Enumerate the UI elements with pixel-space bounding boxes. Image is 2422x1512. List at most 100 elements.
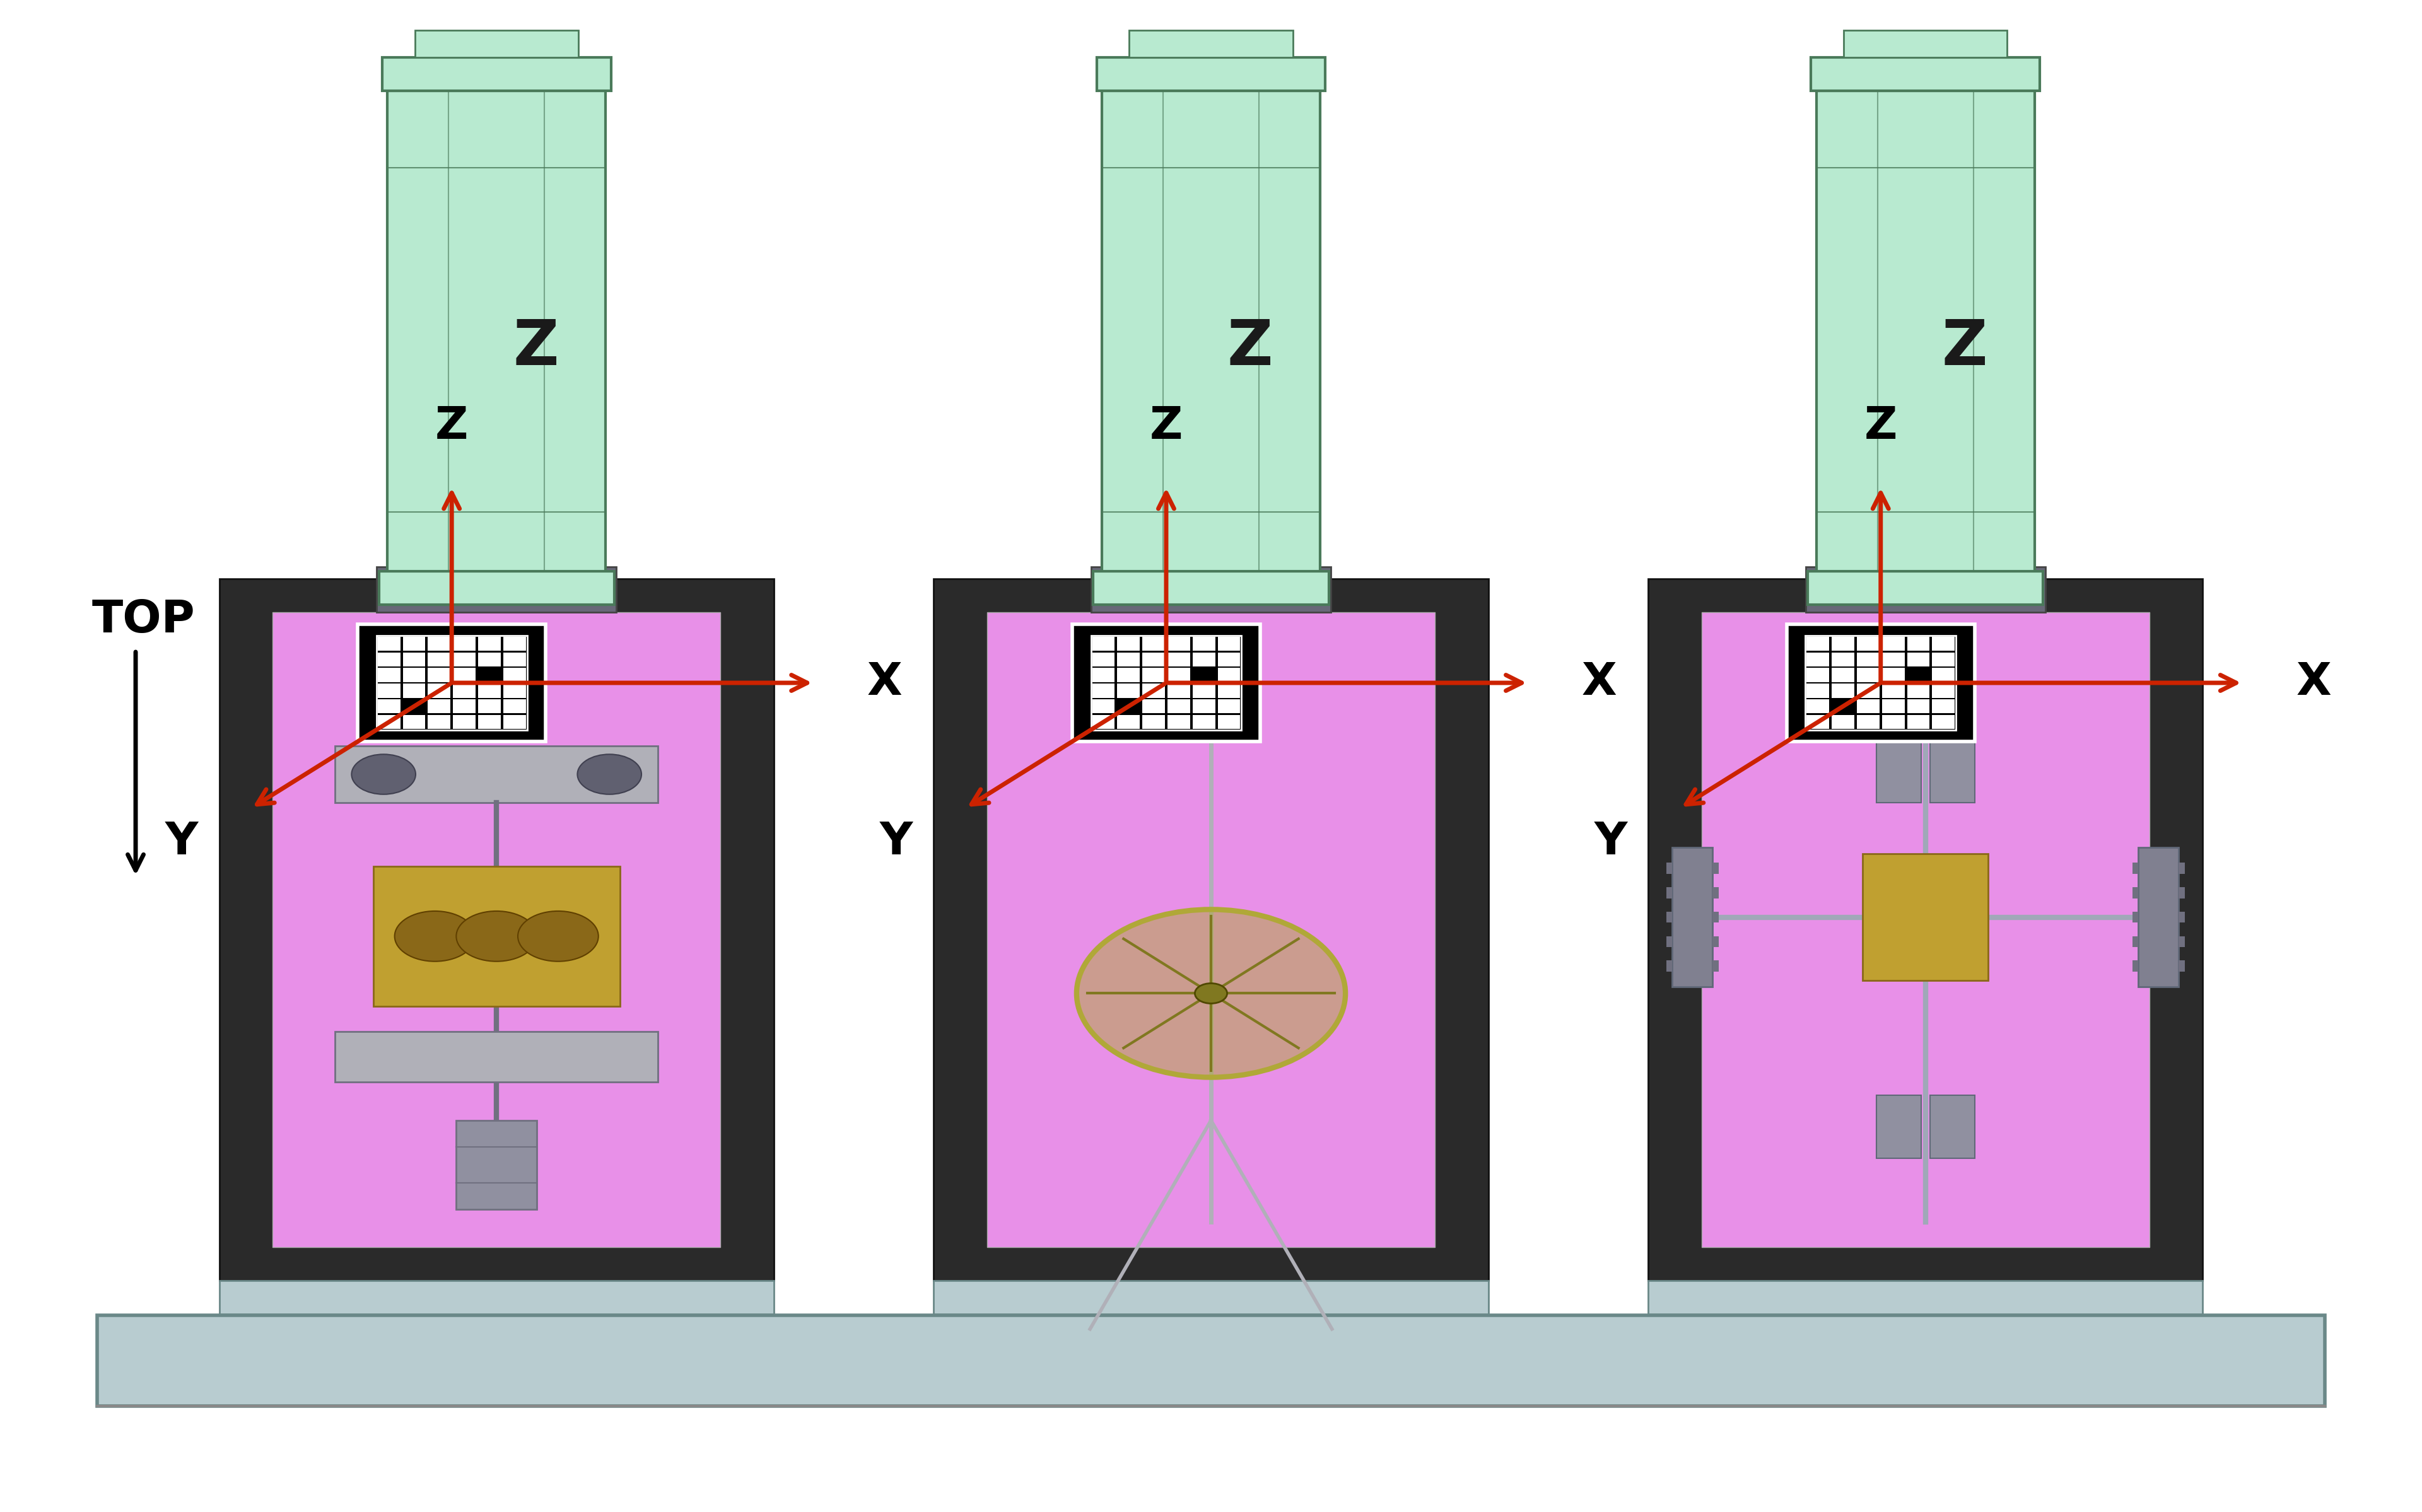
Text: Z: Z bbox=[1228, 318, 1274, 378]
Bar bbox=[1666, 936, 1671, 947]
Bar bbox=[271, 612, 722, 1247]
Bar bbox=[388, 91, 606, 605]
Text: Z: Z bbox=[1942, 318, 1988, 378]
Bar bbox=[1933, 652, 1955, 667]
Bar bbox=[383, 57, 610, 91]
Bar bbox=[932, 579, 1487, 1281]
Circle shape bbox=[455, 912, 538, 962]
Bar bbox=[1192, 652, 1216, 667]
Bar bbox=[453, 699, 475, 714]
Bar bbox=[1666, 888, 1671, 898]
Text: Z: Z bbox=[436, 405, 467, 449]
Circle shape bbox=[518, 912, 598, 962]
Circle shape bbox=[1075, 910, 1347, 1078]
Bar bbox=[1117, 683, 1141, 697]
Bar bbox=[1218, 668, 1240, 682]
Bar bbox=[2131, 888, 2139, 898]
Bar bbox=[932, 1281, 1487, 1314]
Bar bbox=[429, 637, 450, 650]
Bar bbox=[1712, 912, 1720, 922]
Bar bbox=[429, 683, 450, 697]
Circle shape bbox=[395, 912, 475, 962]
Bar bbox=[334, 1031, 659, 1083]
Bar bbox=[2131, 912, 2139, 922]
Bar bbox=[453, 715, 475, 729]
Text: Z: Z bbox=[513, 318, 559, 378]
Bar bbox=[1092, 683, 1114, 697]
Bar bbox=[1117, 637, 1141, 650]
Bar bbox=[334, 745, 659, 803]
Bar bbox=[1843, 30, 2008, 57]
Bar bbox=[402, 683, 426, 697]
Bar bbox=[1097, 57, 1325, 91]
Bar bbox=[1712, 888, 1720, 898]
Bar bbox=[455, 1120, 538, 1210]
Bar bbox=[402, 668, 426, 682]
Bar bbox=[375, 637, 528, 730]
Bar bbox=[1102, 91, 1320, 605]
Bar bbox=[1831, 652, 1855, 667]
Bar bbox=[378, 715, 400, 729]
Bar bbox=[1167, 668, 1189, 682]
Bar bbox=[1906, 683, 1930, 697]
Bar bbox=[453, 652, 475, 667]
Bar bbox=[453, 637, 475, 650]
Bar bbox=[1831, 668, 1855, 682]
Bar bbox=[1831, 715, 1855, 729]
Bar bbox=[375, 567, 615, 612]
Bar bbox=[504, 683, 526, 697]
Bar bbox=[1807, 652, 1829, 667]
Bar bbox=[402, 652, 426, 667]
Bar bbox=[378, 572, 615, 605]
Bar bbox=[1192, 715, 1216, 729]
Text: X: X bbox=[2296, 661, 2332, 705]
Text: Y: Y bbox=[879, 820, 913, 863]
Bar bbox=[1804, 637, 1957, 730]
Bar bbox=[1712, 863, 1720, 874]
Bar bbox=[429, 699, 450, 714]
Bar bbox=[1882, 715, 1904, 729]
Bar bbox=[1807, 683, 1829, 697]
Bar bbox=[2180, 912, 2185, 922]
Bar bbox=[2131, 863, 2139, 874]
Bar bbox=[97, 1315, 2325, 1406]
Bar bbox=[1092, 572, 1330, 605]
Bar bbox=[218, 1281, 775, 1314]
Bar bbox=[1218, 715, 1240, 729]
Bar bbox=[1666, 863, 1671, 874]
Bar bbox=[1117, 715, 1141, 729]
Bar bbox=[1647, 579, 2202, 1281]
Text: Y: Y bbox=[1594, 820, 1628, 863]
Bar bbox=[1933, 668, 1955, 682]
Bar bbox=[477, 715, 501, 729]
Bar bbox=[1933, 637, 1955, 650]
Bar bbox=[414, 30, 579, 57]
Bar bbox=[2180, 888, 2185, 898]
Bar bbox=[1831, 683, 1855, 697]
Bar bbox=[1092, 699, 1114, 714]
Bar bbox=[1649, 1281, 2204, 1314]
Bar bbox=[1143, 699, 1165, 714]
Bar bbox=[1167, 637, 1189, 650]
Bar bbox=[1129, 30, 1293, 57]
Bar bbox=[1712, 936, 1720, 947]
Bar bbox=[429, 668, 450, 682]
Bar bbox=[1858, 683, 1879, 697]
Bar bbox=[429, 715, 450, 729]
Bar bbox=[1143, 683, 1165, 697]
Bar bbox=[1812, 57, 2039, 91]
Bar bbox=[1218, 683, 1240, 697]
Text: X: X bbox=[867, 661, 903, 705]
Bar bbox=[1877, 739, 1921, 803]
Bar bbox=[1700, 612, 2148, 1247]
Bar bbox=[1882, 668, 1904, 682]
Bar bbox=[402, 715, 426, 729]
Bar bbox=[1807, 572, 2044, 605]
Bar bbox=[1906, 715, 1930, 729]
Bar bbox=[1906, 699, 1930, 714]
Bar bbox=[1858, 652, 1879, 667]
Bar bbox=[1092, 668, 1114, 682]
Bar bbox=[1906, 637, 1930, 650]
Bar bbox=[429, 652, 450, 667]
Bar bbox=[1192, 683, 1216, 697]
